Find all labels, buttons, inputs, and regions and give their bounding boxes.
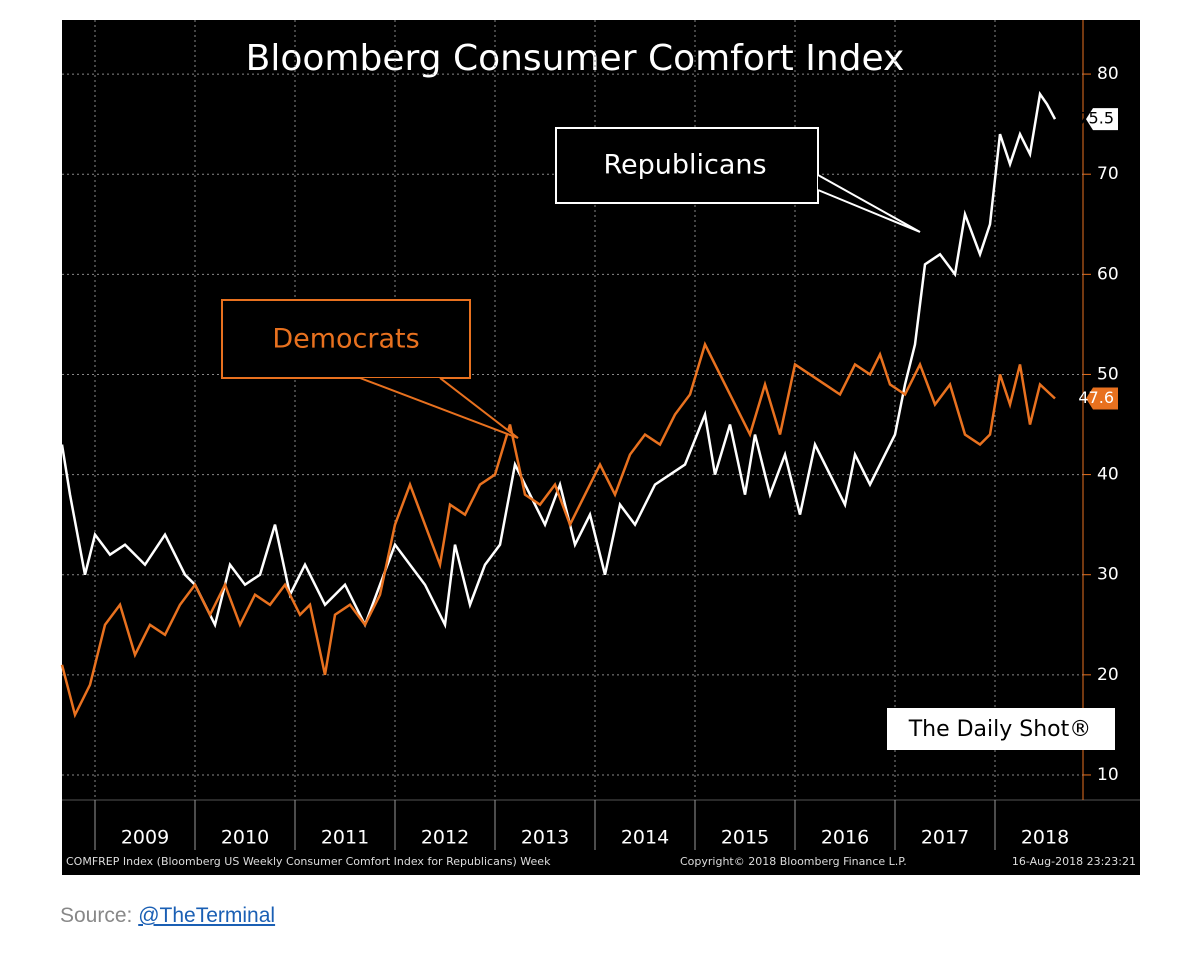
x-tick-label: 2015 [721,827,769,849]
last-value-label: 47.6 [1078,388,1114,407]
x-tick-label: 2014 [621,827,669,849]
x-tick-label: 2018 [1021,827,1069,849]
watermark: The Daily Shot® [908,717,1092,742]
y-tick-label: 50 [1097,364,1119,384]
last-value-tag [1086,108,1118,131]
callout-box [221,299,471,379]
y-tick-label: 80 [1097,64,1119,84]
y-tick-label: 60 [1097,264,1119,284]
x-tick-label: 2010 [221,827,269,849]
footer: Copyright© 2018 Bloomberg Finance L.P. [680,855,907,868]
callout-pointer [359,377,519,439]
series-line [60,341,1056,719]
footer: 16-Aug-2018 23:23:21 [1012,855,1136,868]
x-tick-label: 2009 [121,827,169,849]
series-label: Republicans [603,150,766,181]
series-label: Democrats [272,324,419,355]
y-tick-label: 40 [1097,465,1119,485]
watermark-box [887,708,1115,750]
y-tick-label: 70 [1097,164,1119,184]
x-tick-label: 2012 [421,827,469,849]
x-tick-label: 2011 [321,827,369,849]
x-tick-label: 2017 [921,827,969,849]
source-label: Source: [60,904,133,927]
source: Source: @TheTerminal [60,904,275,928]
callout-box [555,127,819,204]
y-tick-label: 10 [1097,765,1119,785]
source-link[interactable]: @TheTerminal [138,904,276,927]
x-tick-label: 2013 [521,827,569,849]
callout-pointer [817,174,921,233]
last-value-tag [1086,387,1118,410]
series-line [60,90,1057,630]
chart-title: Bloomberg Consumer Comfort Index [246,38,905,79]
footer: COMFREP Index (Bloomberg US Weekly Consu… [66,855,551,868]
y-tick-label: 30 [1097,565,1119,585]
x-tick-label: 2016 [821,827,869,849]
chart: Bloomberg Consumer Comfort Index Republi… [60,20,1140,875]
y-tick-label: 20 [1097,665,1119,685]
last-value-label: 75.5 [1078,109,1114,128]
